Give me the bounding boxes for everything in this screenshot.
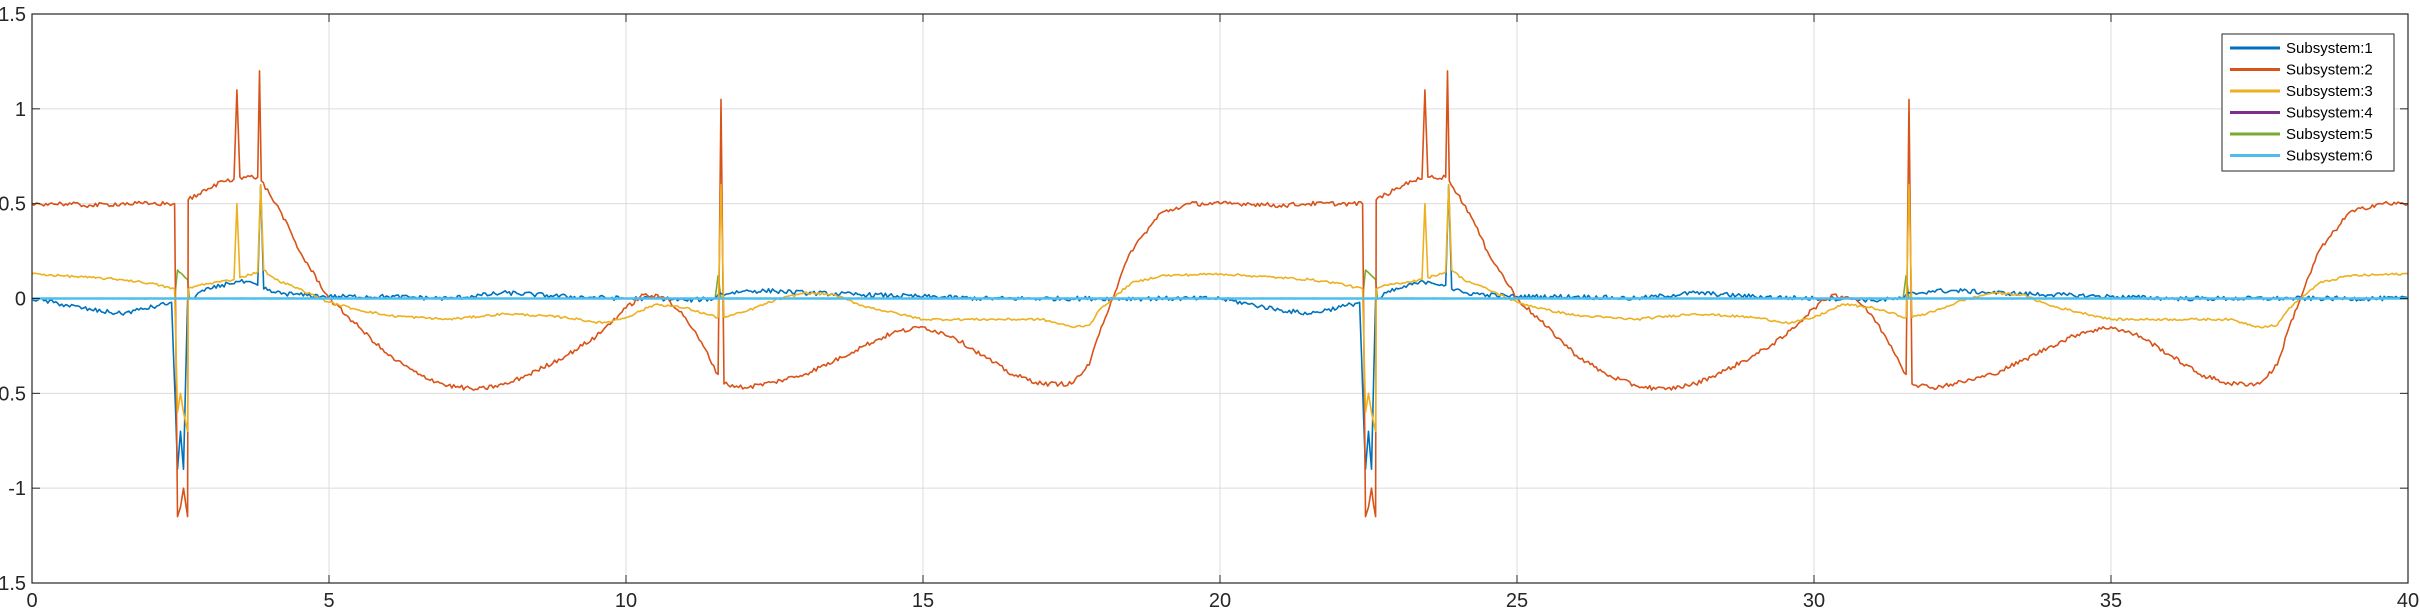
y-tick-label: -0.5 — [0, 383, 26, 405]
ticks: 0 5 10 15 20 25 30 35 40 -1.5 -1 -0.5 0 0.5 1 1.5 — [0, 4, 2419, 612]
x-tick-label: 25 — [1506, 590, 1528, 612]
legend-label-subsystem-4: Subsystem:4 — [2286, 105, 2373, 122]
legend-label-subsystem-2: Subsystem:2 — [2286, 62, 2373, 79]
x-tick-label: 35 — [2100, 590, 2122, 612]
legend-label-subsystem-5: Subsystem:5 — [2286, 126, 2373, 143]
x-tick-label: 20 — [1209, 590, 1231, 612]
series-layer — [31, 70, 2409, 518]
plot-area: 0 5 10 15 20 25 30 35 40 -1.5 -1 -0.5 0 0.5 1 1.5 — [0, 4, 2419, 612]
y-tick-label: 1 — [15, 99, 26, 121]
x-tick-label: 15 — [912, 590, 934, 612]
legend-box — [2221, 33, 2395, 172]
x-tick-label: 10 — [615, 590, 637, 612]
y-tick-label: -1 — [8, 478, 26, 500]
y-tick-label: 1.5 — [0, 4, 26, 26]
y-tick-label: -1.5 — [0, 573, 26, 595]
series-line-subsystem-2 — [31, 70, 2409, 518]
y-tick-label: 0 — [15, 289, 26, 311]
legend-label-subsystem-1: Subsystem:1 — [2286, 40, 2373, 57]
x-tick-label: 5 — [323, 590, 334, 612]
x-tick-label: 30 — [1803, 590, 1825, 612]
series-line-subsystem-3 — [31, 183, 2409, 433]
y-tick-label: 0.5 — [0, 194, 26, 216]
x-tick-label: 0 — [26, 590, 37, 612]
legend: Subsystem:1 Subsystem:2 Subsystem:3 Subsyst… — [2221, 33, 2395, 172]
x-tick-label: 40 — [2397, 590, 2419, 612]
legend-label-subsystem-3: Subsystem:3 — [2286, 83, 2373, 100]
legend-label-subsystem-6: Subsystem:6 — [2286, 148, 2373, 165]
